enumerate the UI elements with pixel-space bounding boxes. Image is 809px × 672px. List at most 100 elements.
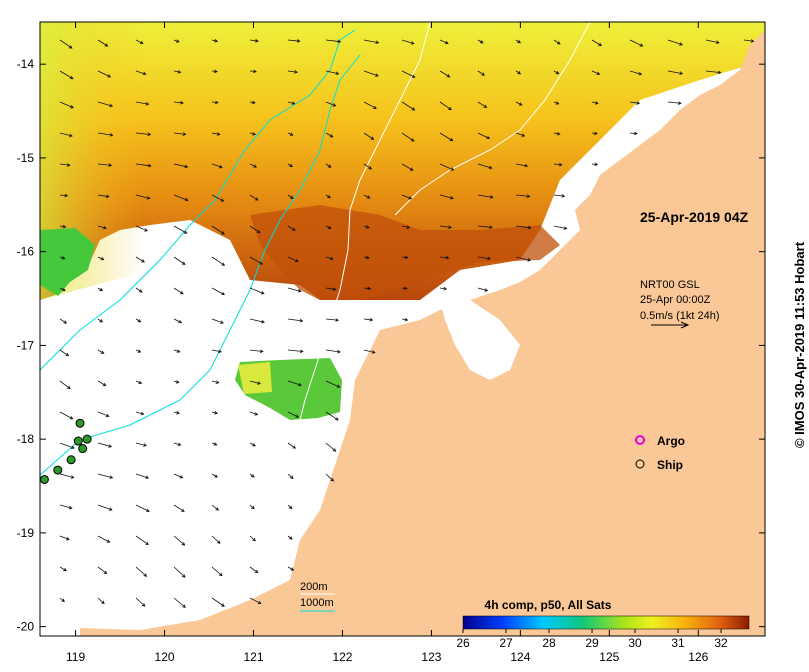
current-vector-head <box>252 100 256 105</box>
current-vector-head <box>178 319 183 324</box>
current-vector <box>249 411 258 416</box>
current-vector-head <box>483 104 488 108</box>
current-vector-head <box>69 133 73 138</box>
current-vector-head <box>251 505 255 510</box>
plot-frame <box>39 21 766 637</box>
current-vector-head <box>295 414 300 418</box>
current-vector-head <box>517 71 522 75</box>
current-vector <box>553 194 565 197</box>
current-vector <box>439 39 449 44</box>
current-vector-head <box>336 384 341 388</box>
current-vector <box>135 287 143 293</box>
current-vector-head <box>291 101 296 105</box>
current-vector <box>211 473 218 478</box>
current-vector-head <box>292 227 296 231</box>
current-vector <box>173 163 188 168</box>
current-vector-head <box>215 100 219 105</box>
current-vector-head <box>404 286 408 291</box>
current-vector-head <box>102 382 107 387</box>
current-vector-head <box>639 43 644 47</box>
current-vector <box>439 70 450 78</box>
current-vector <box>477 225 493 228</box>
current-vector <box>249 194 259 201</box>
land-mass <box>80 30 765 636</box>
current-vector-head <box>138 289 143 293</box>
current-vector <box>249 597 262 604</box>
current-vector-head <box>177 442 182 446</box>
current-vector <box>325 101 336 107</box>
current-vector <box>249 504 255 509</box>
current-vector-head <box>369 317 374 322</box>
current-vector <box>363 287 371 290</box>
current-vector-head <box>298 382 302 387</box>
current-vector <box>287 194 294 199</box>
current-vector-head <box>100 257 105 261</box>
current-vector-head <box>220 198 225 202</box>
current-vector-head <box>105 194 110 199</box>
lon-tick-label: 125 <box>599 650 619 664</box>
current-vector-head <box>215 507 220 511</box>
current-vector-head <box>143 573 148 577</box>
current-vector-head <box>406 225 411 229</box>
current-vector <box>287 318 303 322</box>
current-vector <box>173 225 187 234</box>
current-vector <box>135 411 144 415</box>
current-vector <box>249 318 265 323</box>
current-vector-head <box>410 138 415 142</box>
current-vector <box>135 163 151 167</box>
current-vector-head <box>290 567 295 571</box>
current-vector <box>401 163 414 171</box>
current-vector-head <box>292 445 297 449</box>
current-vector-head <box>61 598 65 602</box>
current-vector-head <box>66 536 70 541</box>
current-vector-head <box>294 70 298 74</box>
colorbar-ticks: 26 27 28 29 30 31 32 <box>456 629 728 650</box>
ship-position-marker <box>40 474 49 484</box>
current-vector-head <box>526 194 531 198</box>
ship-position-marker <box>73 436 83 446</box>
current-vector-head <box>596 71 601 75</box>
current-vector <box>439 132 453 142</box>
lon-tick-label: 123 <box>421 650 441 664</box>
current-vector-head <box>176 410 181 415</box>
lon-tick-label: 124 <box>510 650 530 664</box>
current-vector <box>59 442 75 449</box>
current-vector-head <box>256 229 261 234</box>
current-vector <box>211 380 219 384</box>
current-vector <box>477 256 491 260</box>
current-vector-head <box>176 349 181 353</box>
current-vector <box>135 380 142 384</box>
current-vector-head <box>486 135 491 140</box>
ship-position-marker <box>66 455 76 465</box>
current-vector-head <box>261 319 266 324</box>
current-vector <box>287 380 302 386</box>
current-vector <box>515 132 525 137</box>
current-vector <box>59 473 74 479</box>
current-vector <box>401 101 415 111</box>
current-vector <box>135 597 146 607</box>
current-vector-head <box>67 385 71 390</box>
current-vector-head <box>556 41 561 45</box>
current-vector <box>401 39 414 44</box>
current-vector <box>173 132 186 135</box>
current-vector-head <box>180 291 184 295</box>
current-vector-head <box>259 349 264 354</box>
current-vector-head <box>146 508 150 512</box>
current-vector <box>249 225 261 234</box>
current-vector-head <box>518 102 523 106</box>
current-vector-head <box>218 572 223 577</box>
current-vector <box>591 163 598 165</box>
current-vector-head <box>175 39 180 43</box>
current-vector <box>59 70 74 80</box>
isobath-1000-label: 1000m <box>300 597 334 609</box>
current-vector-head <box>177 70 182 74</box>
current-vector-head <box>141 603 146 607</box>
current-vector-head <box>715 40 720 44</box>
current-vector-head <box>638 71 643 76</box>
current-vector <box>629 132 637 135</box>
current-vector <box>591 70 600 75</box>
ship-position-marker <box>78 444 88 454</box>
current-vector <box>743 39 754 42</box>
current-vector <box>135 473 149 479</box>
current-vector <box>325 256 334 260</box>
